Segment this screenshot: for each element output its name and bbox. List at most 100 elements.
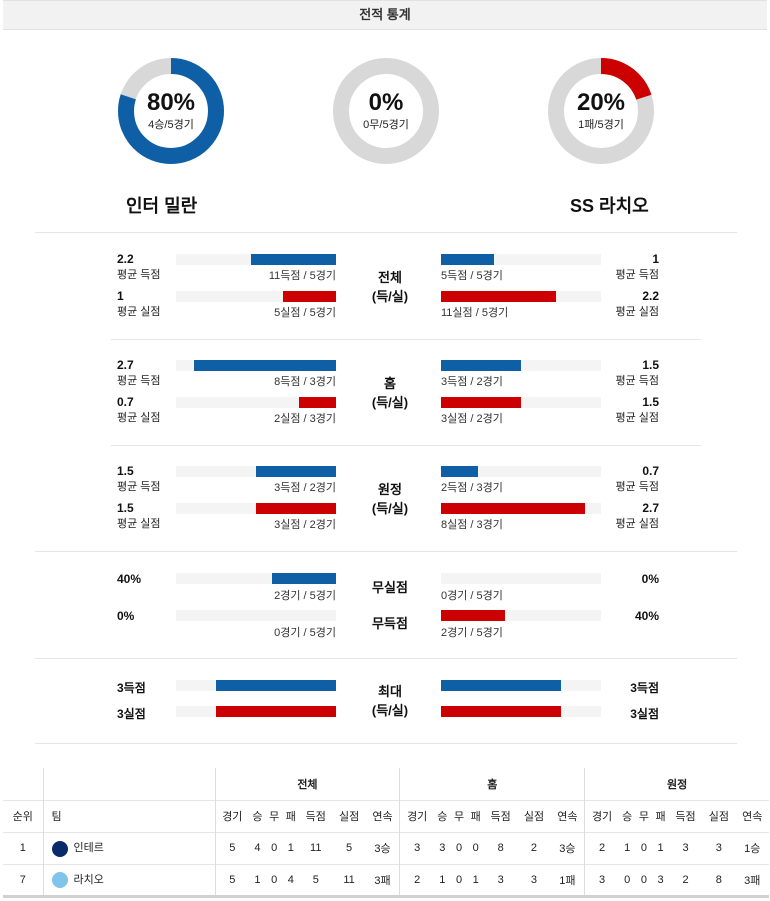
away-bar-caption: 3실점 / 2경기 (441, 413, 503, 425)
home-bar (272, 573, 336, 584)
stat-cell: 0 (467, 831, 484, 864)
stat-cell: 2 (584, 831, 619, 864)
column-header: 연속 (365, 799, 400, 832)
home-stat-value: 2.2 (117, 252, 134, 266)
away-max-value: 3득점 (630, 681, 659, 695)
home-bar-track (176, 291, 336, 302)
stat-cell: 8 (702, 863, 736, 898)
divider (35, 232, 737, 233)
home-stat-label: 평균 실점 (117, 518, 161, 530)
stat-cell: 4 (282, 863, 300, 898)
stat-cell: 0 (618, 863, 636, 898)
home-bar-caption: 3실점 / 2경기 (274, 519, 336, 531)
home-bar (299, 397, 336, 408)
away-bar-track (441, 254, 601, 265)
standings-table: 전체 홈 원정 순위 팀 경기 승 무 패 득점 실점 연속 경기 승 무 패 득점 실점 연속 경기 승 무 패… (3, 768, 769, 898)
column-header: 실점 (702, 799, 736, 832)
away-bar-track (441, 360, 601, 371)
away-stat-value: 0.7 (642, 464, 659, 478)
stat-cell: 3패 (365, 863, 400, 898)
home-bar-caption: 2경기 / 5경기 (274, 590, 336, 602)
stat-cell: 2 (399, 863, 435, 898)
column-header: 실점 (332, 799, 366, 832)
away-team-name[interactable]: SS 라치오 (570, 196, 649, 216)
column-header: 패 (652, 799, 669, 832)
stat-cell: 1패 (550, 863, 585, 898)
column-header: 무 (635, 799, 653, 832)
stat-cell: 0 (450, 831, 468, 864)
divider (111, 339, 701, 340)
group-header-home: 홈 (399, 768, 585, 800)
away-bar-track (441, 397, 601, 408)
away-bar (441, 680, 561, 691)
away-stat-value: 1.5 (642, 358, 659, 372)
stat-cell: 3 (517, 863, 551, 898)
column-header: 무 (265, 799, 283, 832)
stat-cell: 5 (332, 831, 366, 864)
stat-cell: 1 (467, 863, 484, 898)
column-header: 승 (249, 799, 266, 832)
no-score-label: 무득점 (372, 616, 408, 631)
table-row[interactable]: 7 라치오 5 1 0 4 5 11 3패 2 1 0 1 3 3 1패 3 0 0 3 2 8 3패 (3, 863, 769, 898)
away-max-value: 3실점 (630, 707, 659, 721)
column-header: 연속 (550, 799, 585, 832)
stat-cell: 0 (450, 863, 468, 898)
home-clean-value: 40% (117, 572, 142, 586)
away-clean-value: 0% (641, 572, 659, 586)
stat-cell: 0 (635, 831, 653, 864)
section-label-line2: (득/실) (371, 501, 409, 516)
stat-cell: 5 (214, 863, 250, 898)
home-win-donut: 80% 4승/5경기 (116, 56, 226, 166)
donut-percent: 0% (368, 89, 404, 116)
away-stat-value: 1.5 (642, 395, 659, 409)
away-stat-label: 평균 득점 (615, 375, 659, 387)
stat-cell: 1 (652, 831, 669, 864)
team-cell[interactable]: 인테르 (42, 831, 215, 864)
column-header: 승 (434, 799, 451, 832)
donut-subtitle: 0무/5경기 (363, 119, 409, 131)
away-stat-label: 평균 득점 (615, 269, 659, 281)
away-clean-value: 40% (634, 609, 659, 623)
section-label-line2: (득/실) (371, 289, 409, 304)
team-name: 인테르 (73, 842, 104, 855)
home-max-value: 3득점 (117, 681, 146, 695)
home-bar-track (176, 397, 336, 408)
home-bar (283, 291, 336, 302)
section-label-line2: (득/실) (371, 395, 409, 410)
section-label: 원정 (득/실) (355, 480, 425, 518)
column-header: 득점 (483, 799, 518, 832)
stat-cell: 3 (702, 831, 736, 864)
stat-cell: 8 (483, 831, 518, 864)
home-bar (216, 680, 336, 691)
home-stat-label: 평균 실점 (117, 306, 161, 318)
stat-cell: 3 (584, 863, 619, 898)
stat-cell: 1 (282, 831, 300, 864)
stat-cell: 3 (668, 831, 703, 864)
home-stat-label: 평균 득점 (117, 375, 161, 387)
home-team-name[interactable]: 인터 밀란 (126, 196, 198, 216)
stat-cell: 3 (652, 863, 669, 898)
home-stat-value: 1.5 (117, 464, 134, 478)
home-bar-caption: 5실점 / 5경기 (274, 307, 336, 319)
team-header: 팀 (42, 799, 215, 832)
donut-subtitle: 4승/5경기 (148, 119, 194, 131)
section-label-line1: 전체 (378, 270, 402, 285)
donut-subtitle: 1패/5경기 (578, 119, 624, 131)
rank-cell: 1 (3, 831, 43, 864)
away-bar (441, 291, 557, 302)
home-bar-caption: 2실점 / 3경기 (274, 413, 336, 425)
team-cell[interactable]: 라치오 (42, 863, 215, 898)
stat-cell: 5 (214, 831, 250, 864)
home-bar-track (176, 610, 336, 621)
table-row[interactable]: 1 인테르 5 4 0 1 11 5 3승 3 3 0 0 8 2 3승 2 1 0 1 3 3 1승 (3, 831, 769, 864)
stat-cell: 1 (618, 831, 636, 864)
home-stat-value: 0.7 (117, 395, 134, 409)
donut-percent: 80% (146, 89, 196, 116)
away-bar-track (441, 466, 601, 477)
stat-cell: 3승 (365, 831, 400, 864)
away-stat-value: 1 (652, 252, 659, 266)
section-label: 전체 (득/실) (355, 268, 425, 306)
away-stat-value: 2.7 (642, 501, 659, 515)
max-label-line2: (득/실) (371, 703, 409, 718)
home-bar (216, 706, 336, 717)
